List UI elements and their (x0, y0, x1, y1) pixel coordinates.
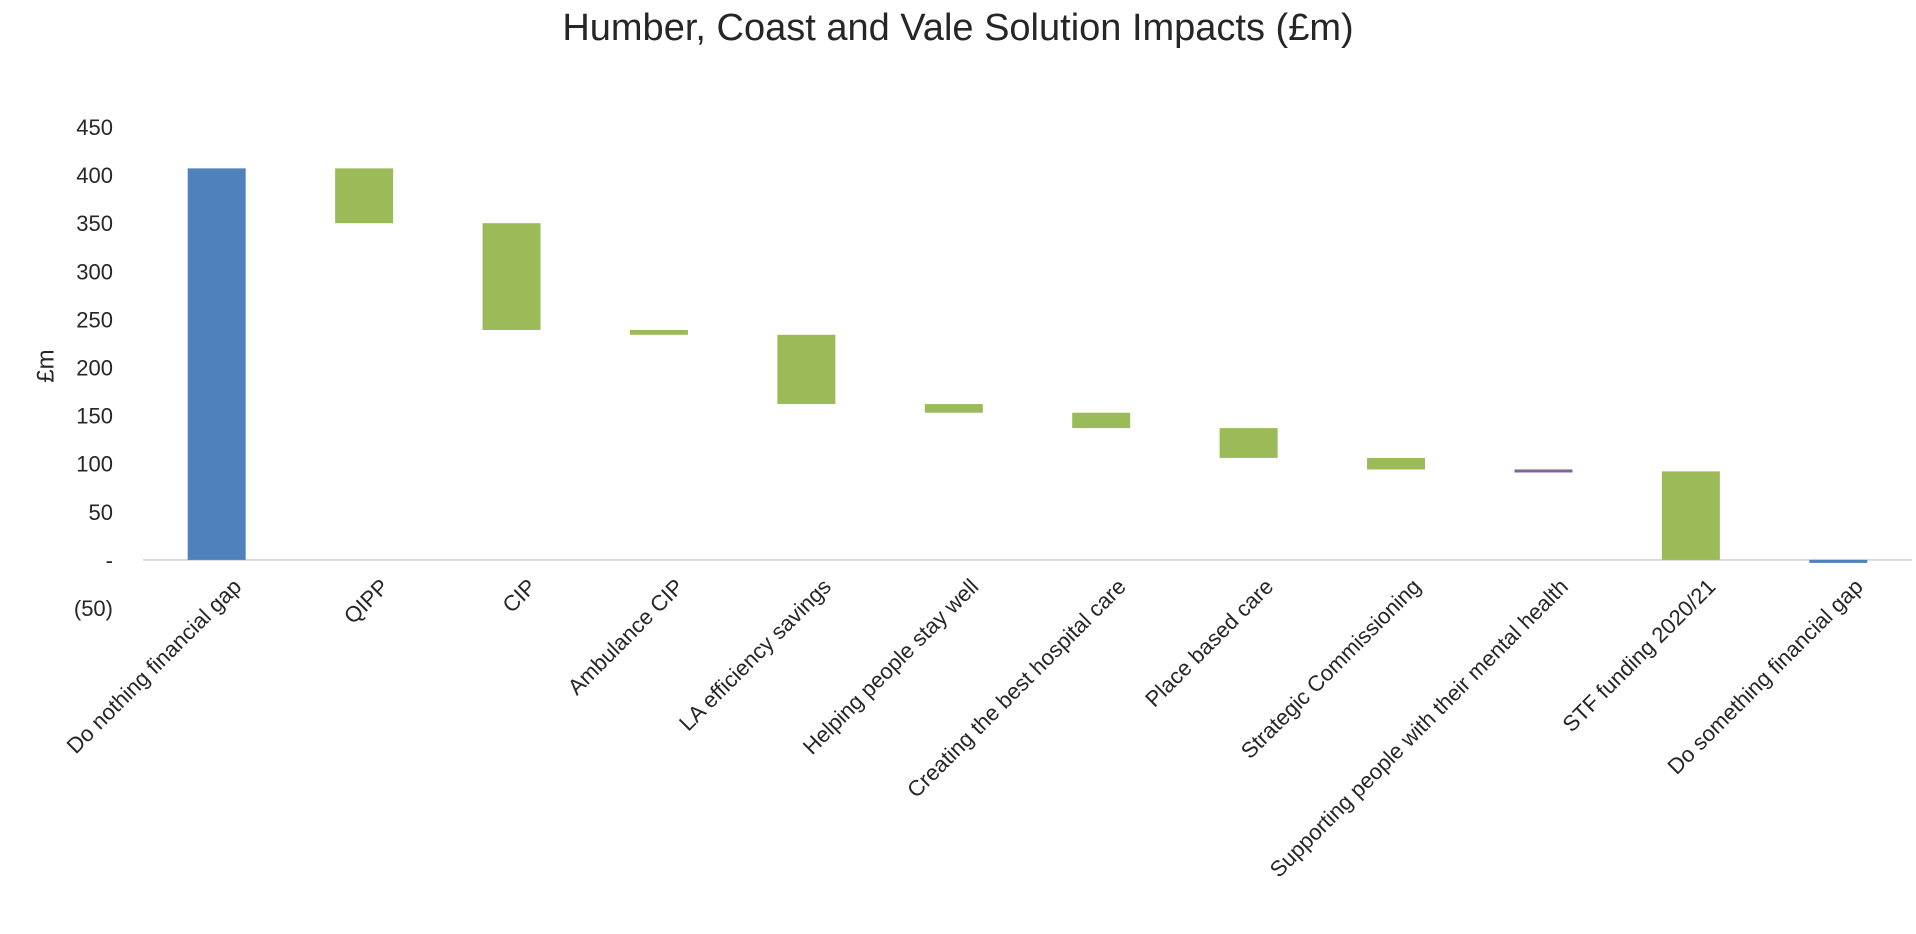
bar (777, 334, 836, 405)
category-label: Ambulance CIP (563, 574, 689, 700)
bar (1661, 471, 1720, 560)
y-tick-label: 50 (89, 500, 113, 525)
category-label: STF funding 2020/21 (1557, 574, 1720, 737)
bar (1367, 457, 1426, 470)
y-axis-label: £m (32, 349, 59, 382)
category-label: CIP (497, 574, 541, 618)
y-tick-label: (50) (74, 596, 113, 621)
y-tick-label: 200 (76, 356, 113, 381)
y-tick-label: 250 (76, 307, 113, 332)
bar (482, 223, 541, 330)
category-labels: Do nothing financial gap QIPP CIP Ambulance… (62, 574, 1868, 882)
y-tick-label: 100 (76, 452, 113, 477)
category-label: QIPP (339, 574, 394, 629)
category-label: Place based care (1140, 574, 1278, 712)
y-tick-label: 450 (76, 115, 113, 140)
y-tick-label: - (106, 548, 113, 573)
bar (629, 329, 688, 335)
y-tick-label: 150 (76, 404, 113, 429)
category-label: Supporting people with their mental heal… (1265, 574, 1573, 882)
y-tick-labels: 450 400 350 300 250 200 150 100 50 - (50) (74, 115, 113, 621)
y-tick-label: 300 (76, 259, 113, 284)
y-tick-label: 400 (76, 163, 113, 188)
bar (335, 168, 394, 224)
chart-title: Humber, Coast and Vale Solution Impacts … (562, 7, 1353, 49)
bar (1514, 469, 1573, 473)
bar (1072, 412, 1131, 429)
bar (924, 404, 983, 413)
bar (1219, 428, 1278, 458)
bar (1809, 559, 1868, 563)
bar (187, 168, 246, 560)
bars (187, 168, 1868, 563)
y-tick-label: 350 (76, 211, 113, 236)
category-label: LA efficiency savings (674, 574, 836, 736)
